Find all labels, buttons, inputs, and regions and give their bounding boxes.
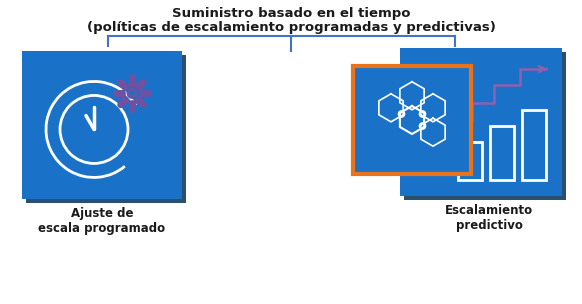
Text: (políticas de escalamiento programadas y predictivas): (políticas de escalamiento programadas y…	[87, 21, 495, 34]
FancyBboxPatch shape	[400, 48, 562, 196]
FancyBboxPatch shape	[26, 55, 186, 203]
FancyBboxPatch shape	[22, 51, 182, 199]
Bar	[490, 126, 514, 180]
Text: Suministro basado en el tiempo: Suministro basado en el tiempo	[172, 7, 410, 20]
Bar	[522, 110, 546, 180]
Bar	[458, 142, 482, 180]
FancyBboxPatch shape	[404, 52, 566, 200]
Text: Escalamiento
predictivo: Escalamiento predictivo	[445, 204, 533, 232]
FancyBboxPatch shape	[353, 66, 471, 174]
Text: Ajuste de
escala programado: Ajuste de escala programado	[38, 207, 165, 235]
